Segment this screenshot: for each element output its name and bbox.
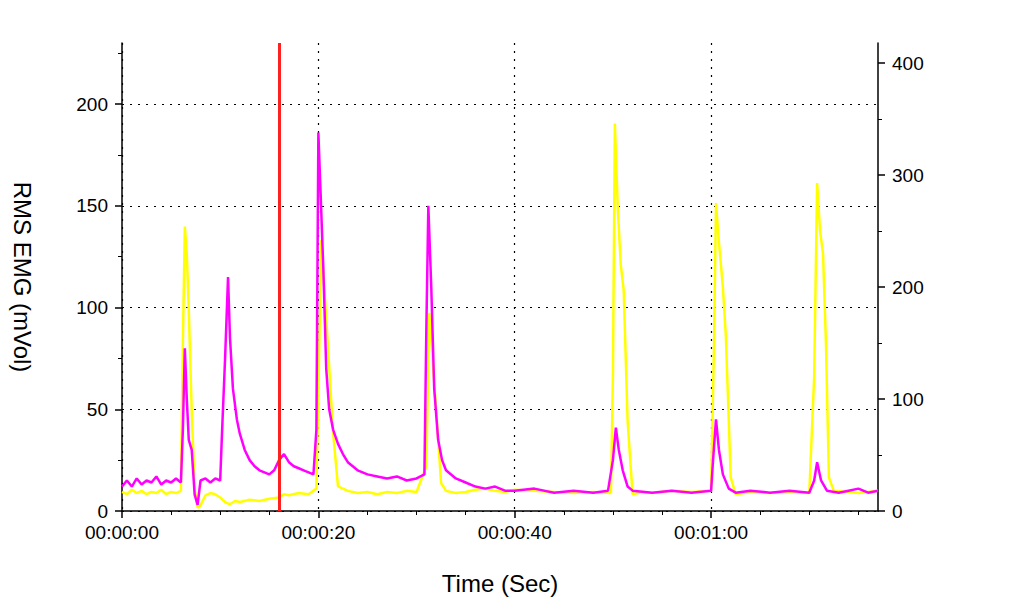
svg-text:00:00:20: 00:00:20	[281, 522, 355, 543]
svg-text:200: 200	[892, 277, 924, 298]
svg-text:0: 0	[97, 501, 108, 522]
svg-text:00:01:00: 00:01:00	[674, 522, 748, 543]
svg-text:150: 150	[76, 195, 108, 216]
svg-text:100: 100	[892, 389, 924, 410]
svg-text:200: 200	[76, 94, 108, 115]
svg-text:100: 100	[76, 297, 108, 318]
svg-text:50: 50	[87, 399, 108, 420]
svg-text:400: 400	[892, 53, 924, 74]
svg-text:Time (Sec): Time (Sec)	[442, 570, 558, 597]
svg-text:300: 300	[892, 165, 924, 186]
svg-text:0: 0	[892, 501, 903, 522]
svg-text:RMS EMG (mVol): RMS EMG (mVol)	[9, 182, 36, 373]
svg-text:00:00:40: 00:00:40	[478, 522, 552, 543]
svg-text:00:00:00: 00:00:00	[85, 522, 159, 543]
